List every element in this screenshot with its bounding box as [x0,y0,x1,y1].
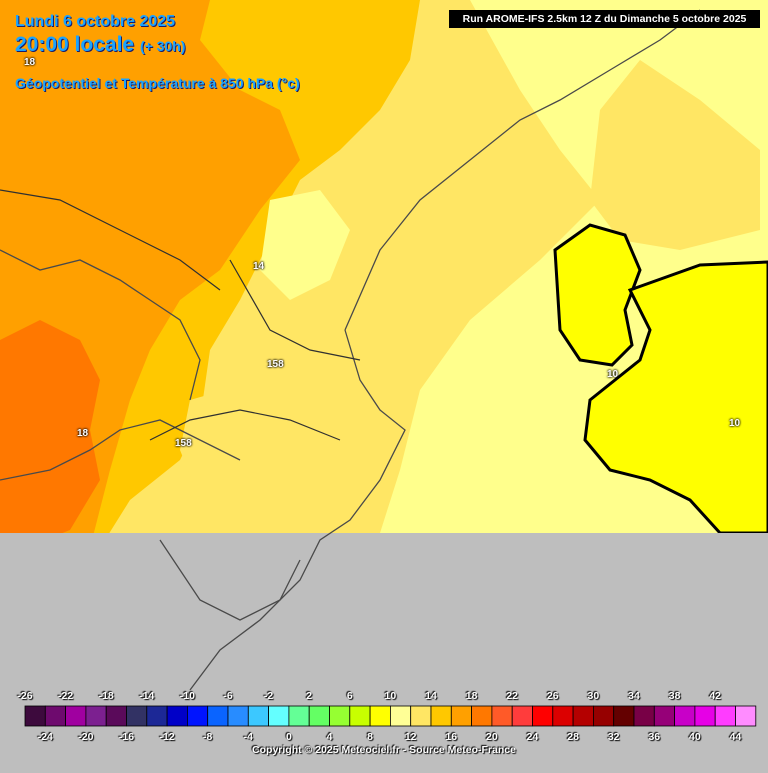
legend-swatch [105,705,127,727]
legend-swatch [471,705,493,727]
legend-tick-label: 2 [306,690,313,702]
legend-swatch [329,705,351,727]
temp-band-20 [0,320,100,550]
coastlines [0,9,701,691]
forecast-local-time: 20:00 locale [15,33,135,56]
legend-tick-label: 12 [404,731,417,743]
contour-label: 158 [175,438,192,449]
geopotential-isolines [0,189,361,441]
cold-area-west [553,223,642,367]
legend-swatch [349,705,371,727]
legend-tick-label: -24 [37,731,53,743]
forecast-date: Lundi 6 octobre 2025 [15,13,176,30]
legend-swatch [227,705,249,727]
legend-colorbar [24,705,757,727]
legend-tick-label: 44 [729,731,742,743]
copyright: Copyright © 2025 Meteociel.fr - Source M… [252,744,516,756]
contour-label: 14 [253,261,265,272]
legend-tick-label: 18 [465,690,478,702]
legend-swatch [207,705,229,727]
legend-swatch [735,705,757,727]
legend-tick-label: -20 [78,731,94,743]
legend-swatch [694,705,716,727]
legend-tick-label: -4 [243,731,253,743]
legend-swatch [146,705,168,727]
legend-tick-label: 8 [367,731,374,743]
run-info: Run AROME-IFS 2.5km 12 Z du Dimanche 5 o… [449,10,760,28]
legend-tick-label: 14 [425,690,437,702]
contour-label: 18 [24,57,36,68]
legend-tick-label: 16 [445,731,458,743]
legend-swatch [166,705,188,727]
legend-tick-label: 30 [587,690,600,702]
legend-tick-label: -6 [223,690,233,702]
legend-tick-label: 26 [546,690,559,702]
legend-swatch [65,705,87,727]
legend-swatch [308,705,330,727]
legend-tick-label: 0 [285,731,292,743]
legend-tick-label: -18 [98,690,114,702]
legend-swatch [714,705,736,727]
legend-tick-label: -12 [159,731,175,743]
legend-swatch [532,705,554,727]
legend-tick-label: 34 [628,690,640,702]
contour-label: 10 [729,418,741,429]
legend-tick-label: -16 [118,731,135,743]
legend-swatch [85,705,107,727]
legend-swatch [450,705,472,727]
legend-swatch [572,705,594,727]
legend-tick-label: -8 [203,731,213,743]
contour-label: 18 [77,428,89,439]
legend-tick-label: -2 [263,690,274,702]
legend-swatch [126,705,148,727]
legend-tick-label: 36 [648,731,661,743]
legend-swatch [653,705,675,727]
legend-swatch [593,705,615,727]
field-title: Géopotentiel et Température à 850 hPa (°… [15,75,300,91]
legend-swatch [511,705,533,727]
color-legend [0,684,768,768]
forecast-time: 20:00 locale (+ 30h) [15,33,185,57]
legend-swatch [268,705,290,727]
legend-tick-label: 6 [346,690,353,702]
legend-tick-label: -22 [58,690,74,702]
legend-swatch [674,705,696,727]
legend-tick-label: 40 [689,731,701,743]
legend-tick-label: -26 [17,690,33,702]
legend-swatch [430,705,452,727]
legend-tick-label: -10 [179,690,195,702]
legend-tick-label: 28 [567,731,579,743]
legend-swatch [44,705,66,727]
legend-swatch [410,705,432,727]
legend-swatch [369,705,391,727]
legend-swatch [288,705,310,727]
legend-swatch [552,705,574,727]
legend-tick-label: 24 [526,731,539,743]
legend-tick-label: 20 [486,731,498,743]
legend-swatch [613,705,635,727]
legend-tick-label: -14 [139,690,155,702]
cold-area-east [583,260,768,535]
legend-swatch [389,705,412,727]
legend-swatch [247,705,270,727]
forecast-lead-time: (+ 30h) [139,38,186,54]
contour-label: 10 [607,369,619,380]
legend-tick-label: 22 [506,690,519,702]
contour-label: 158 [267,359,284,370]
legend-tick-label: 32 [607,731,620,743]
legend-tick-label: 10 [384,690,397,702]
legend-swatch [24,705,46,727]
legend-swatch [491,705,513,727]
legend-swatch [633,705,655,727]
legend-tick-label: 38 [668,690,681,702]
legend-tick-label: 4 [326,731,333,743]
legend-swatch [186,705,209,727]
legend-tick-label: 42 [709,690,722,702]
